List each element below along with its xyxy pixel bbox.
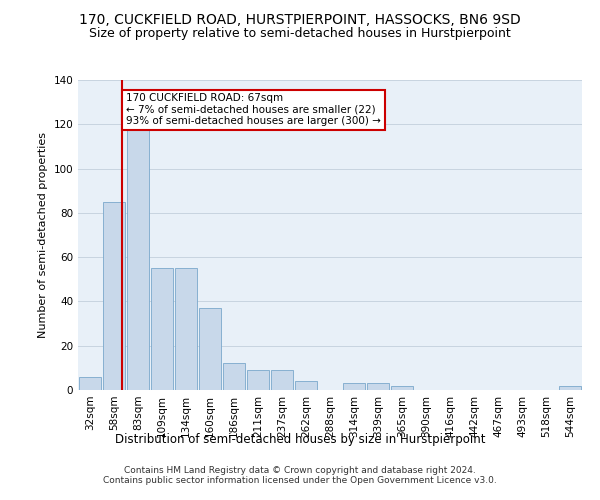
Bar: [175, 268, 197, 390]
Bar: [223, 364, 245, 390]
Bar: [295, 381, 317, 390]
Text: 170 CUCKFIELD ROAD: 67sqm
← 7% of semi-detached houses are smaller (22)
93% of s: 170 CUCKFIELD ROAD: 67sqm ← 7% of semi-d…: [126, 94, 381, 126]
Bar: [79, 376, 101, 390]
Bar: [271, 370, 293, 390]
Text: 170, CUCKFIELD ROAD, HURSTPIERPOINT, HASSOCKS, BN6 9SD: 170, CUCKFIELD ROAD, HURSTPIERPOINT, HAS…: [79, 12, 521, 26]
Bar: [391, 386, 413, 390]
Bar: [103, 202, 125, 390]
Bar: [247, 370, 269, 390]
Text: Size of property relative to semi-detached houses in Hurstpierpoint: Size of property relative to semi-detach…: [89, 28, 511, 40]
Bar: [199, 308, 221, 390]
Bar: [343, 384, 365, 390]
Text: Contains HM Land Registry data © Crown copyright and database right 2024.
Contai: Contains HM Land Registry data © Crown c…: [103, 466, 497, 485]
Y-axis label: Number of semi-detached properties: Number of semi-detached properties: [38, 132, 48, 338]
Text: Distribution of semi-detached houses by size in Hurstpierpoint: Distribution of semi-detached houses by …: [115, 432, 485, 446]
Bar: [151, 268, 173, 390]
Bar: [367, 384, 389, 390]
Bar: [127, 128, 149, 390]
Bar: [559, 386, 581, 390]
